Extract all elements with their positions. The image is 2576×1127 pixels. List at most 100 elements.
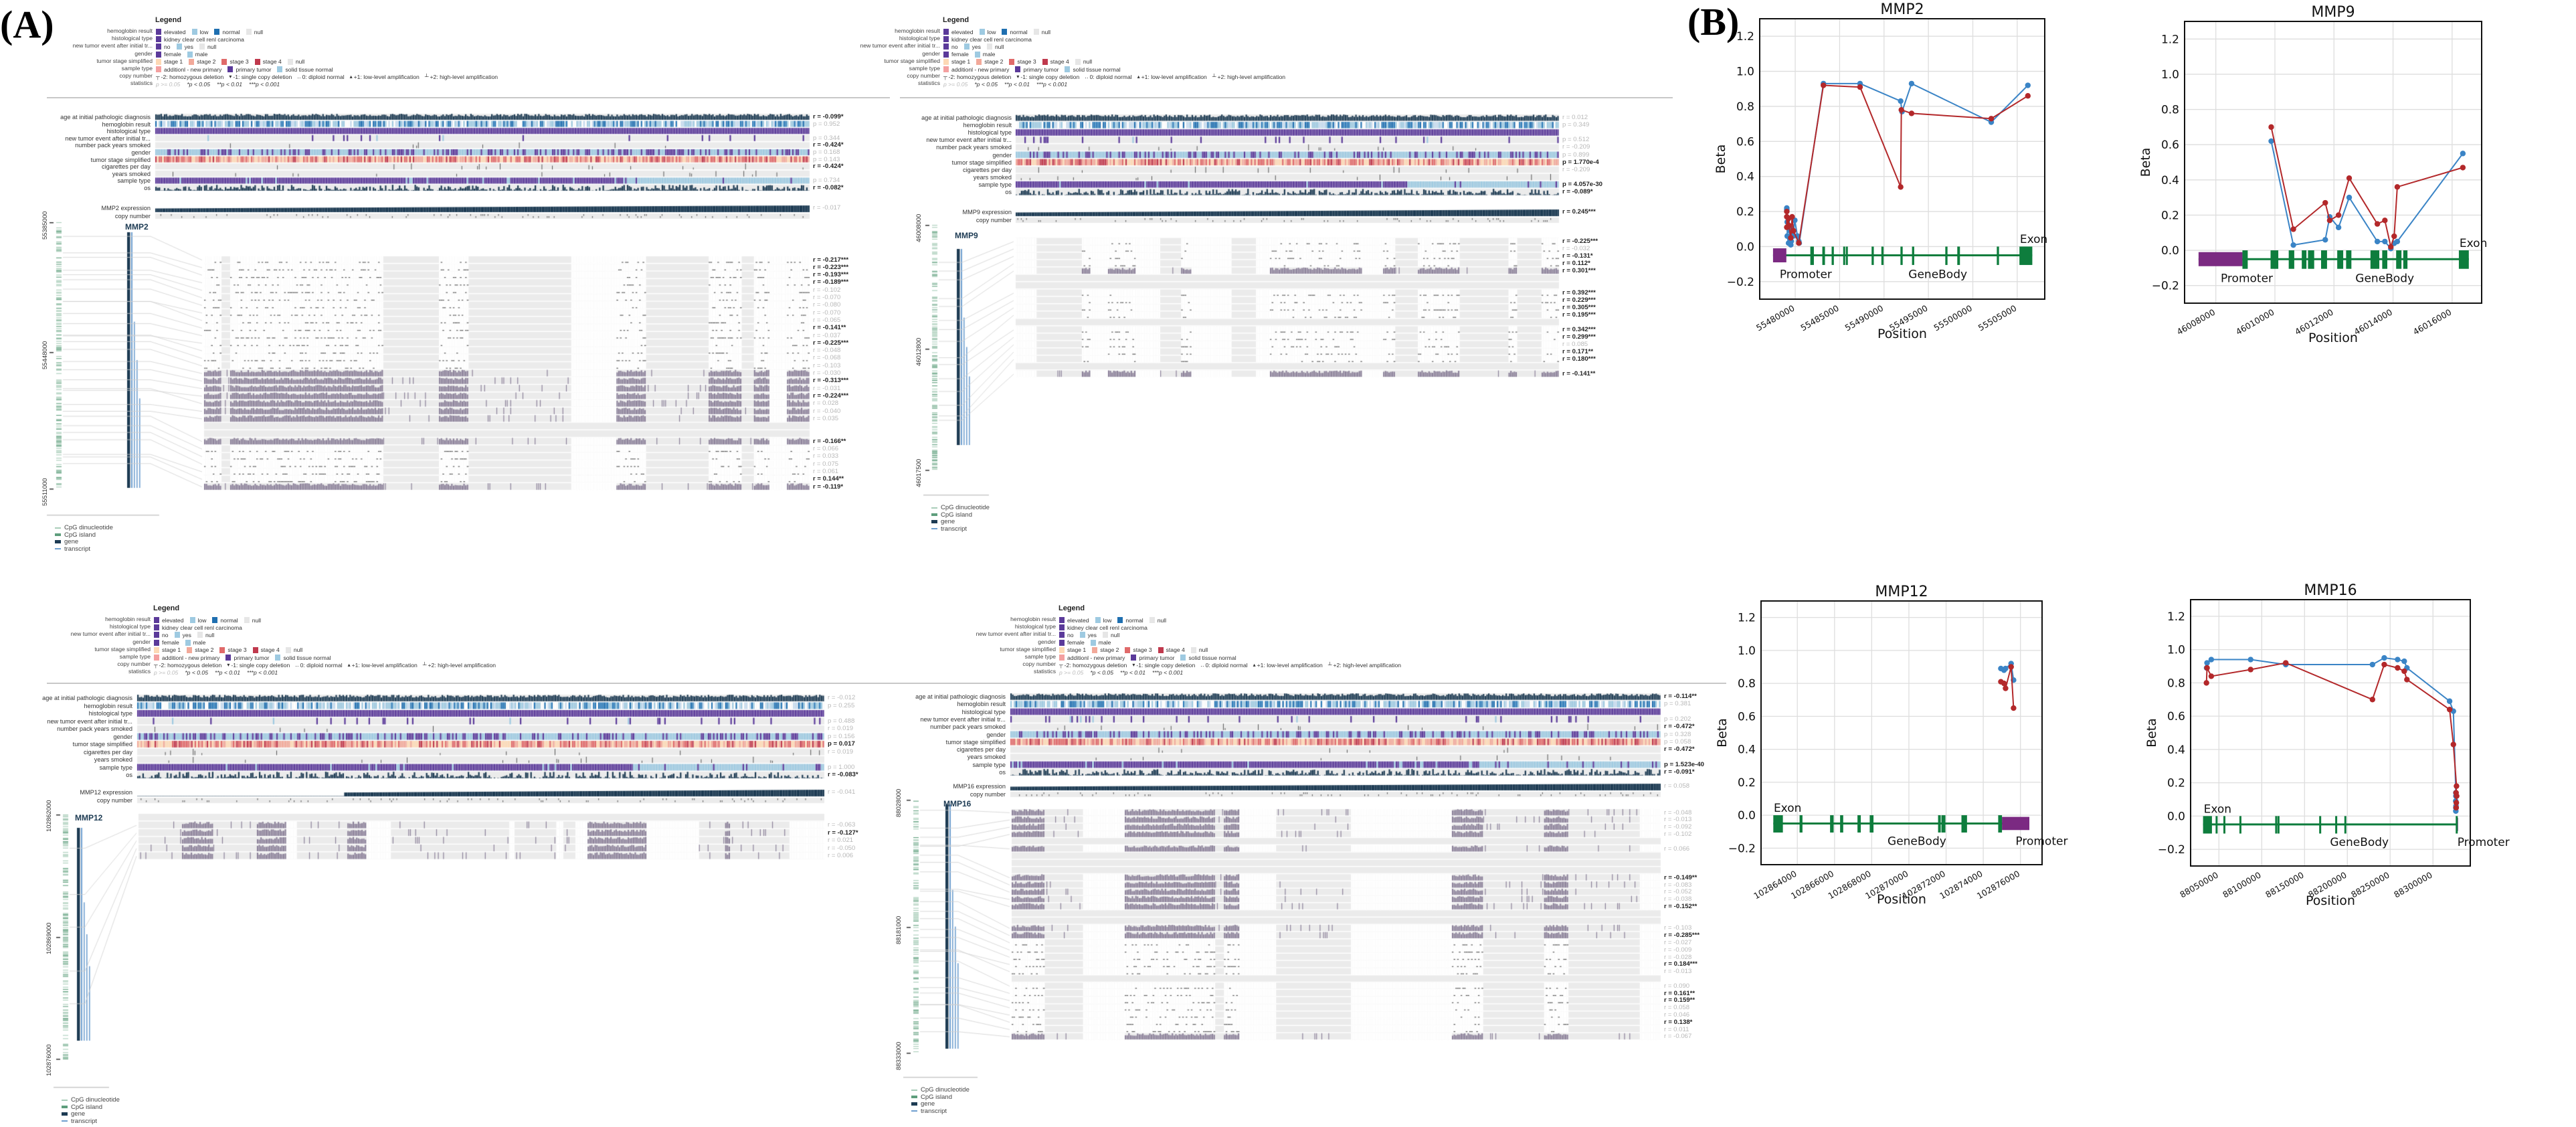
methylation-stat: r = -0.102: [1664, 830, 1692, 838]
genomic-axis-label: 46012800: [915, 337, 923, 366]
legend-row: female male: [154, 51, 207, 58]
y-tick-label: 1.2: [1738, 612, 1756, 625]
methylation-stat: r = 0.066: [813, 445, 839, 452]
legend-item-label: solid tissue normal: [285, 66, 333, 73]
methylation-stat: r = -0.080: [813, 301, 841, 309]
clinical-stat: p = 0.381: [1664, 700, 1691, 708]
legend-swatch: [1075, 58, 1081, 65]
legend-item-label: -1: single copy deletion: [1020, 73, 1080, 80]
legend-row: kidney clear cell renl carcinoma: [941, 35, 1032, 43]
track-label-5: gender: [992, 151, 1012, 159]
data-point-blue: [2394, 238, 2401, 245]
legend-row: ┬ -2: homozygous deletion ▾ -1: single copy…: [941, 73, 1285, 80]
clinical-stat: r = -0.209: [1562, 165, 1590, 173]
legend-row: additionl - new primary primary tumor soli…: [154, 66, 333, 73]
x-tick-label: 55480000: [1754, 303, 1797, 333]
legend-row: additionl - new primary primary tumor soli…: [152, 654, 331, 661]
track-label-3: new tumor event after initial tr...: [920, 715, 1006, 723]
chart-title: MMP2: [1880, 1, 1924, 18]
legend-swatch: [199, 44, 205, 50]
methylation-stat: r = 0.035: [813, 414, 839, 422]
panel-b-label: (B): [1687, 0, 1740, 44]
clinical-stat: p = 0.952: [813, 120, 840, 128]
legend-swatch: [189, 58, 195, 65]
methylation-stat: r = 0.305***: [1562, 304, 1596, 311]
clinical-stat: r = -0.114**: [1664, 693, 1697, 700]
legend-row: no yes null: [154, 43, 216, 50]
exon-block: [1830, 815, 1834, 833]
region-annotation: Promoter: [1780, 268, 1832, 282]
exon-block: [1912, 246, 1914, 265]
legend-item-label: no: [162, 631, 169, 638]
y-axis-label: Beta: [2138, 148, 2153, 177]
legend-row-label: gender: [1038, 638, 1056, 645]
clinical-stat: p = 0.899: [1562, 151, 1590, 159]
legend-row-label: tumor stage simplified: [884, 57, 940, 64]
legend-item-label: -2: homozygous deletion: [1064, 661, 1127, 669]
copy-number-symbol-icon: ▴: [349, 74, 353, 80]
methylation-beta-chart-mmp16: Exon GeneBody Promoter −0.2 0.0 0.2 0.4 0.6 0.8 1…: [2144, 582, 2510, 908]
data-point-red: [2203, 680, 2209, 686]
legend-item-label: null: [1198, 646, 1208, 654]
methylation-stat: r = -0.031: [813, 384, 841, 392]
cpg-island-swatch-icon: [55, 533, 61, 536]
legend-row: kidney clear cell renl carcinoma: [1057, 624, 1147, 631]
legend-item-label: low: [1103, 616, 1112, 624]
legend-swatch: [986, 44, 992, 50]
exon-block: [1961, 815, 1967, 833]
legend-item-label: stage 4: [1166, 646, 1185, 654]
legend-item-label: null: [295, 58, 305, 66]
data-point-red: [2268, 124, 2274, 131]
data-point-blue: [2395, 657, 2401, 663]
data-point-red: [2011, 705, 2017, 711]
legend-swatch: [963, 44, 970, 50]
legend-row: ┬ -2: homozygous deletion ▾ -1: single copy…: [154, 73, 498, 80]
data-point-red: [2453, 800, 2460, 806]
exon-block: [2344, 816, 2347, 834]
track-label-9: sample type: [972, 761, 1006, 768]
clinical-stat: p = 4.057e-30: [1562, 180, 1603, 188]
track-label-3: new tumor event after initial tr...: [65, 135, 151, 142]
data-point-red: [2025, 93, 2031, 99]
legend-item-label: -2: homozygous deletion: [948, 73, 1012, 80]
legend-row-label: sample type: [121, 65, 153, 72]
legend-item-label: male: [193, 639, 206, 646]
track-label-7: cigarettes per day: [101, 163, 151, 171]
legend-swatch: [974, 51, 980, 58]
data-point-red: [2322, 199, 2328, 206]
clinical-stat: p = 0.156: [828, 732, 855, 740]
genomic-axis-label: 55385000: [41, 211, 49, 240]
copy-number-symbol-icon: ▾: [1016, 74, 1020, 80]
methylation-stat: r = 0.085: [1562, 341, 1588, 348]
legend-swatch: [1149, 617, 1155, 623]
legend-item-label: additionl - new primary: [951, 66, 1010, 73]
legend-item-label: +2: high-level amplification: [428, 661, 496, 669]
data-point-red: [2001, 680, 2007, 687]
exon-block: [1822, 246, 1825, 265]
legend-item-label: stage 1: [162, 646, 181, 654]
genomic-axis-label: 55448000: [41, 341, 49, 369]
exon-block: [1869, 815, 1874, 833]
y-tick-label: 0.6: [2167, 710, 2185, 723]
track-label-4: number pack years smoked: [57, 725, 132, 732]
legend-row: p >= 0.05 *p < 0.05 **p < 0.01 ***p < 0.001: [941, 80, 1067, 88]
legend-row: kidney clear cell renl carcinoma: [152, 624, 242, 631]
clinical-stat: p = 1.523e-40: [1664, 760, 1705, 768]
exon-block: [1871, 246, 1874, 265]
track-label-6: tumor stage simplified: [951, 159, 1012, 166]
clinical-stat: p = 0.168: [813, 149, 840, 156]
legend-swatch: [1095, 617, 1101, 623]
data-point-red: [1784, 208, 1790, 215]
x-tick-label: 55500000: [1932, 303, 1974, 333]
legend-item-label: ***p < 0.001: [1036, 80, 1068, 88]
gene-legend-item: gene: [62, 1110, 85, 1118]
legend-row-label: tumor stage simplified: [96, 57, 153, 64]
legend-item-label: p >= 0.05: [154, 669, 179, 676]
cpg-island-swatch-icon: [931, 513, 937, 516]
legend-row-label: histological type: [1014, 623, 1056, 630]
expression-stat: r = 0.058: [1664, 782, 1690, 790]
clinical-stat: p = 0.734: [813, 177, 840, 185]
region-annotation: Exon: [2460, 237, 2487, 250]
track-label-6: tumor stage simplified: [90, 156, 151, 163]
copy-number-symbol-icon: ▴: [1253, 662, 1256, 669]
